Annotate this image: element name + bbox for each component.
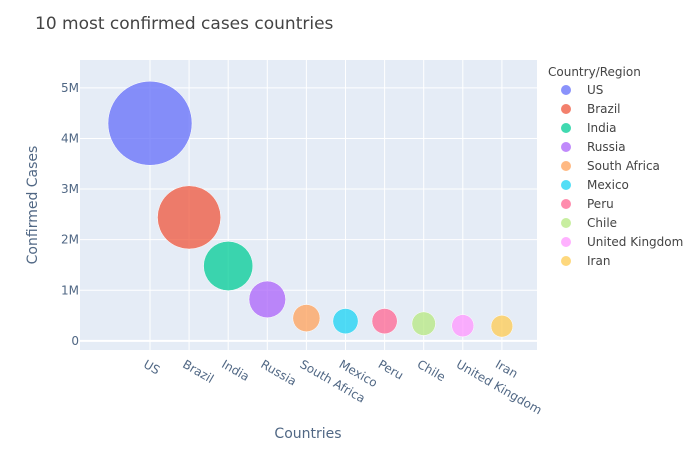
legend-marker xyxy=(561,180,571,190)
legend-marker xyxy=(561,85,571,95)
bubble[interactable] xyxy=(248,280,286,318)
bubble[interactable] xyxy=(411,311,436,336)
x-tick-label: Russia xyxy=(258,357,298,388)
legend-item[interactable]: United Kingdom xyxy=(561,235,683,249)
legend-item[interactable]: Mexico xyxy=(561,178,629,192)
legend[interactable]: Country/Region US Brazil India Russia South … xyxy=(548,65,683,268)
y-axis-ticks: 0 1M 2M 3M 4M 5M xyxy=(61,81,79,348)
legend-item[interactable]: Chile xyxy=(561,216,617,230)
bubble[interactable] xyxy=(371,308,398,335)
y-tick-label: 4M xyxy=(61,131,79,145)
y-tick-label: 2M xyxy=(61,233,79,247)
y-tick-label: 3M xyxy=(61,182,79,196)
bubble-series xyxy=(107,81,514,338)
legend-label: Russia xyxy=(587,140,626,154)
legend-label: India xyxy=(587,121,616,135)
legend-marker xyxy=(561,237,571,247)
legend-item[interactable]: South Africa xyxy=(561,159,660,173)
legend-item[interactable]: India xyxy=(561,121,616,135)
legend-item[interactable]: US xyxy=(561,83,603,97)
y-tick-label: 5M xyxy=(61,81,79,95)
legend-item[interactable]: Russia xyxy=(561,140,626,154)
legend-marker xyxy=(561,161,571,171)
legend-label: Peru xyxy=(587,197,614,211)
legend-item[interactable]: Iran xyxy=(561,254,610,268)
x-tick-label: Brazil xyxy=(180,357,216,386)
x-tick-label: US xyxy=(141,357,162,377)
legend-title: Country/Region xyxy=(548,65,641,79)
legend-marker xyxy=(561,256,571,266)
bubble[interactable] xyxy=(490,315,514,338)
bubble[interactable] xyxy=(292,304,321,332)
legend-label: South Africa xyxy=(587,159,660,173)
x-axis-title: Countries xyxy=(274,426,341,442)
legend-label: US xyxy=(587,83,603,97)
x-tick-label: India xyxy=(219,357,252,384)
chart-title: 10 most confirmed cases countries xyxy=(35,14,334,34)
legend-marker xyxy=(561,104,571,114)
legend-marker xyxy=(561,142,571,152)
bubble[interactable] xyxy=(107,81,193,166)
x-tick-label: Peru xyxy=(376,357,406,382)
legend-label: Chile xyxy=(587,216,617,230)
legend-label: Iran xyxy=(587,254,610,268)
legend-marker xyxy=(561,218,571,228)
legend-label: Mexico xyxy=(587,178,629,192)
bubble[interactable] xyxy=(203,241,254,291)
y-tick-label: 1M xyxy=(61,283,79,297)
x-tick-label: Chile xyxy=(415,357,448,384)
legend-label: United Kingdom xyxy=(587,235,683,249)
bubble[interactable] xyxy=(332,308,359,335)
legend-marker xyxy=(561,199,571,209)
y-axis-title: Confirmed Cases xyxy=(25,146,41,265)
legend-marker xyxy=(561,123,571,133)
legend-item[interactable]: Brazil xyxy=(561,102,621,116)
bubble[interactable] xyxy=(157,185,221,250)
bubble[interactable] xyxy=(451,314,475,338)
legend-item[interactable]: Peru xyxy=(561,197,614,211)
y-tick-label: 0 xyxy=(71,334,79,348)
legend-label: Brazil xyxy=(587,102,621,116)
